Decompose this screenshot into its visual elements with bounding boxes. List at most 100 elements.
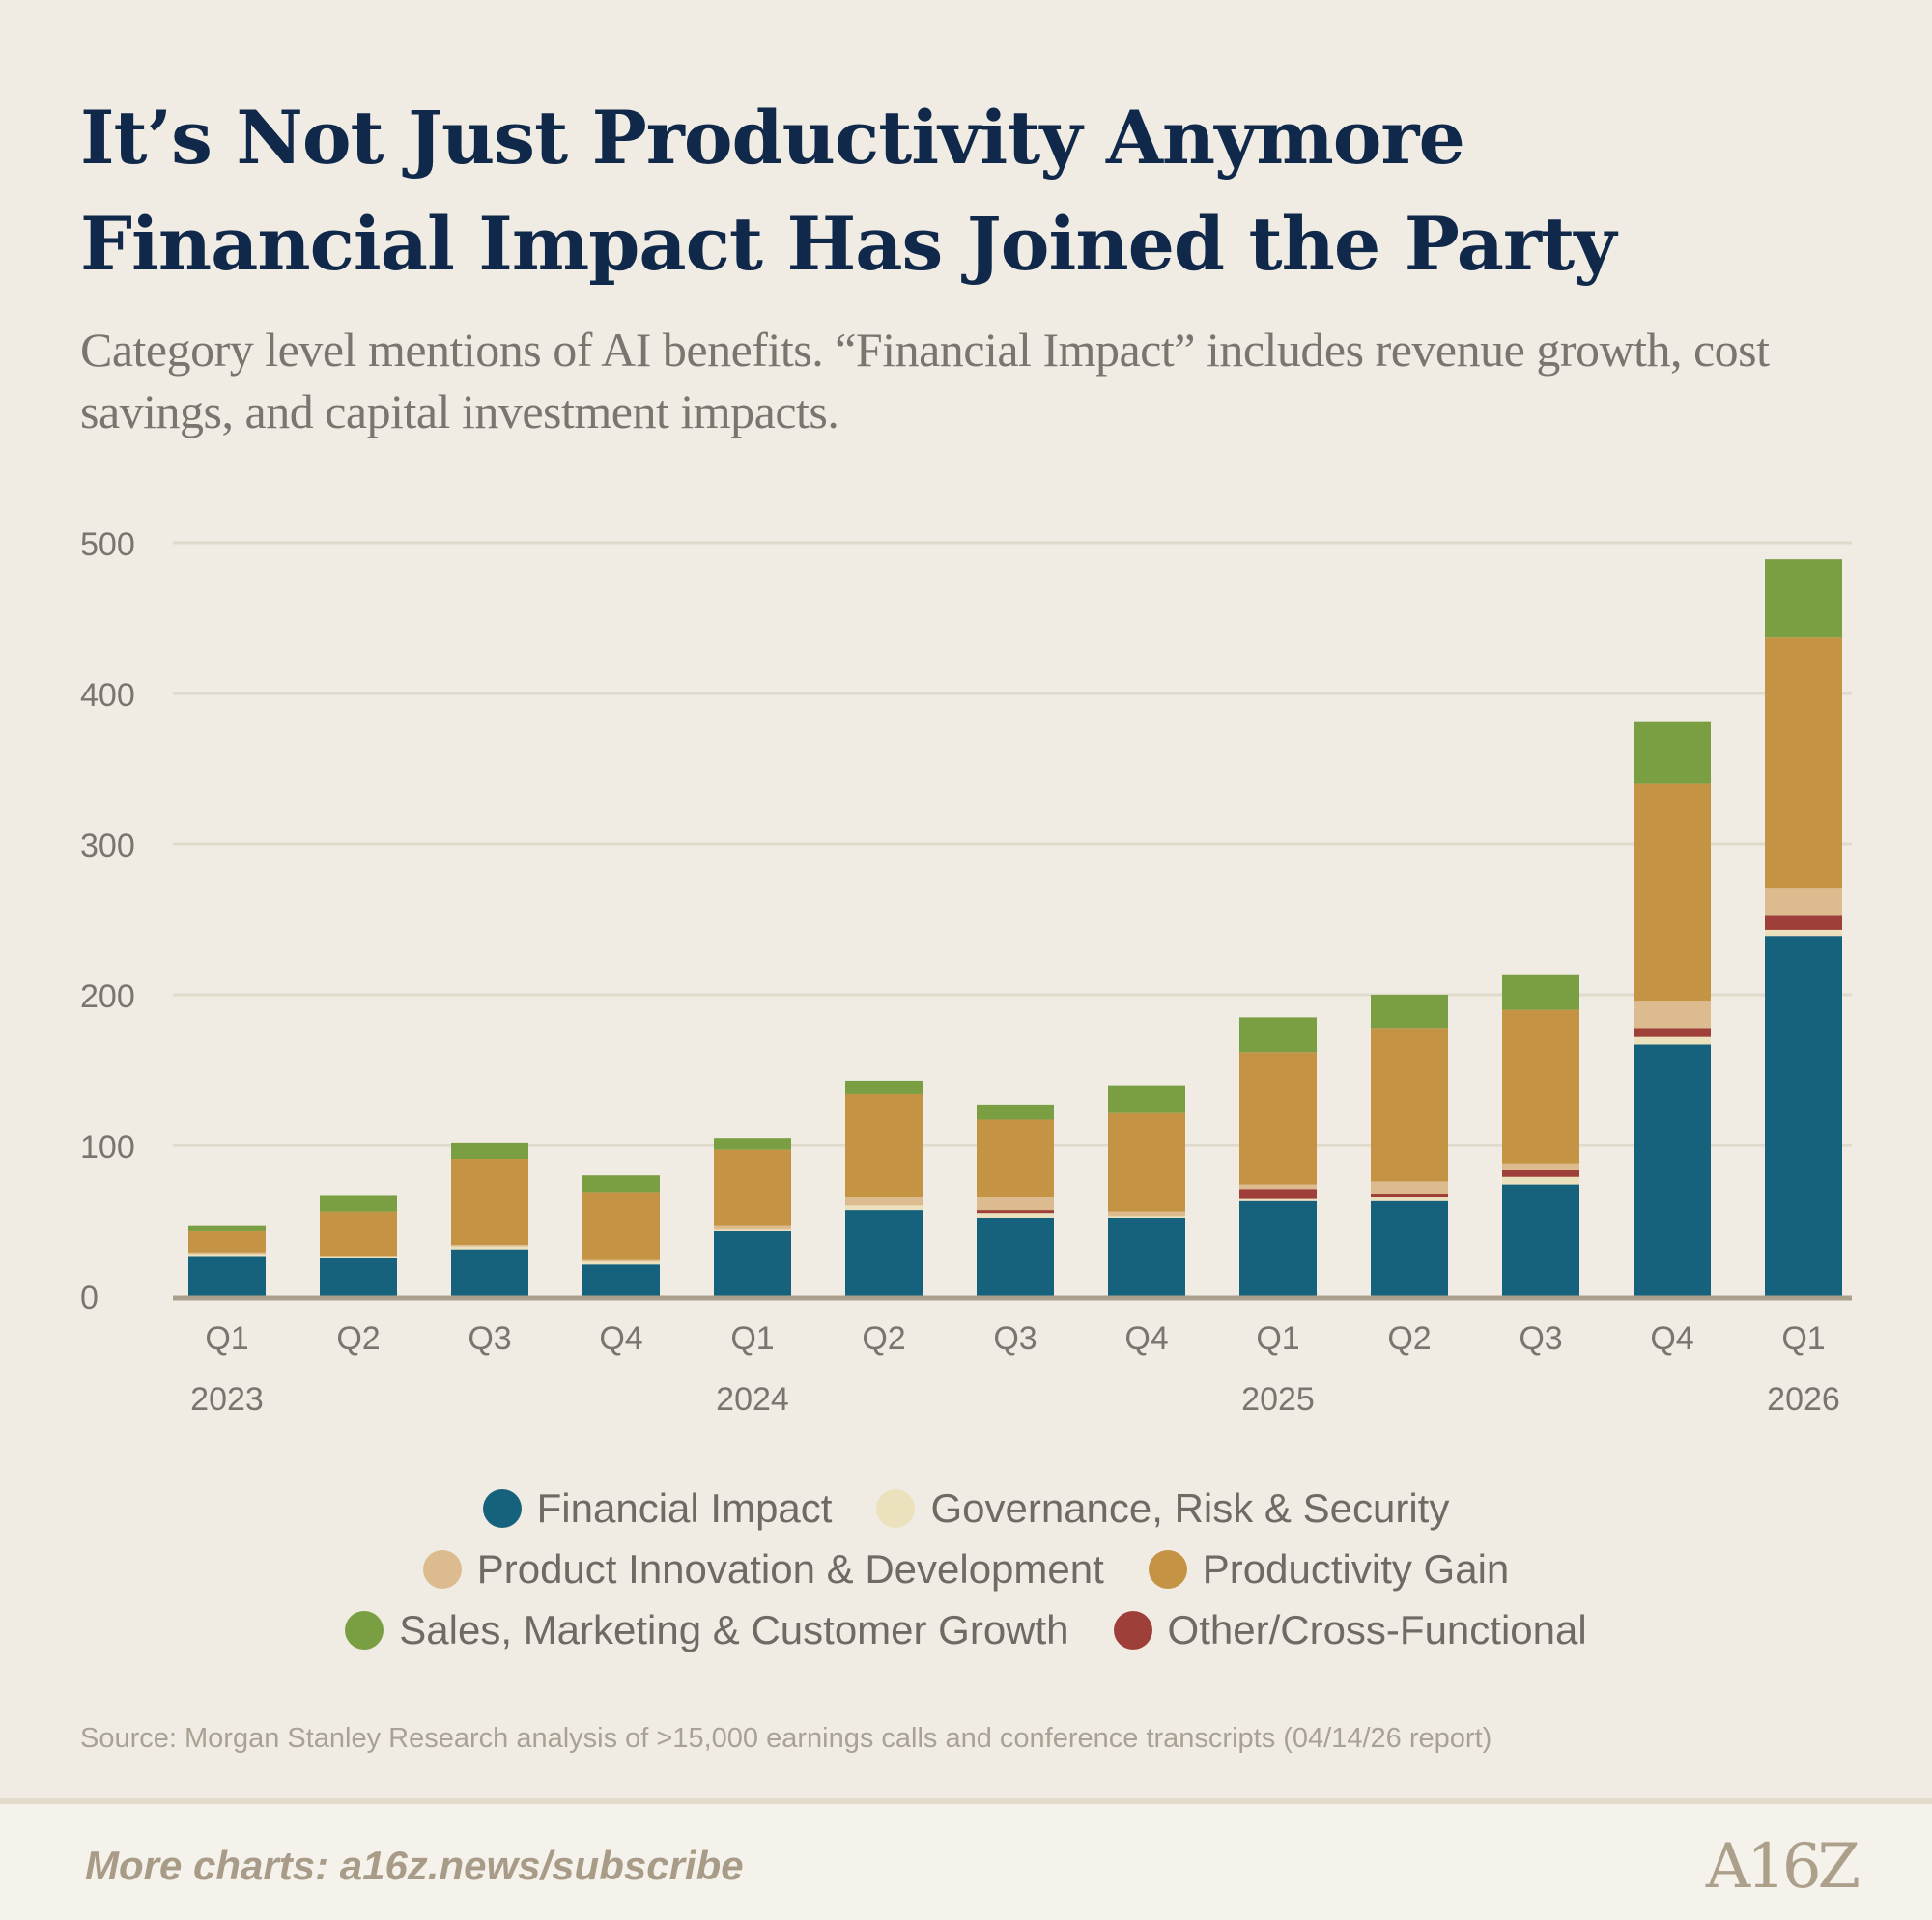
- bar-segment: [977, 1213, 1054, 1218]
- legend-row: Financial Impact Governance, Risk & Secu…: [0, 1478, 1932, 1539]
- legend-row: Product Innovation & Development Product…: [0, 1539, 1932, 1599]
- bar-segment: [1502, 1163, 1579, 1170]
- x-tick-label: Q4: [1650, 1320, 1693, 1357]
- bar-segment: [1371, 1028, 1448, 1182]
- bar-segment: [1765, 929, 1842, 937]
- x-tick-label: Q3: [468, 1320, 511, 1357]
- bar-segment: [1634, 721, 1711, 784]
- y-tick-label: 100: [80, 1129, 135, 1166]
- bar-segment: [845, 1205, 923, 1211]
- x-tick-label: Q4: [599, 1320, 642, 1357]
- footer: More charts: a16z.news/subscribe A16Z: [0, 1798, 1932, 1920]
- legend-swatch: [876, 1488, 916, 1528]
- subscribe-link[interactable]: More charts: a16z.news/subscribe: [85, 1843, 744, 1888]
- bar-segment: [1502, 974, 1579, 1010]
- bar-segment: [1502, 1169, 1579, 1177]
- y-tick-label: 0: [80, 1280, 99, 1316]
- chart-title: It’s Not Just Productivity Anymore Finan…: [80, 85, 1616, 297]
- bar-segment: [1239, 1200, 1317, 1296]
- x-tick-label: Q1: [1256, 1320, 1299, 1357]
- bar-segment: [1239, 1189, 1317, 1199]
- legend-item-other: Other/Cross-Functional: [1113, 1606, 1587, 1653]
- bar-segment: [1634, 1036, 1711, 1045]
- bar-segment: [1239, 1184, 1317, 1190]
- bar-segment: [1108, 1217, 1185, 1296]
- bar-segment: [714, 1229, 791, 1231]
- a16z-logo: A16Z: [1705, 1831, 1861, 1903]
- year-label: 2024: [716, 1381, 789, 1418]
- bar-segment: [714, 1225, 791, 1230]
- bar-segment: [845, 1093, 923, 1198]
- bar-segment: [1765, 936, 1842, 1296]
- x-tick-label: Q3: [1519, 1320, 1562, 1357]
- bar-segment: [1371, 1197, 1448, 1201]
- bar-segment: [188, 1254, 266, 1257]
- legend-label: Governance, Risk & Security: [930, 1484, 1450, 1531]
- bar-segment: [845, 1210, 923, 1296]
- y-tick-label: 500: [80, 526, 135, 563]
- bar-segment: [1239, 1198, 1317, 1201]
- x-tick-label: Q1: [730, 1320, 774, 1357]
- bar-segment: [1634, 783, 1711, 1002]
- bar-segment: [1502, 1184, 1579, 1296]
- legend-item-sales-marketing: Sales, Marketing & Customer Growth: [345, 1606, 1069, 1653]
- legend-swatch: [422, 1549, 462, 1589]
- legend: Financial Impact Governance, Risk & Secu…: [0, 1478, 1932, 1660]
- bar-segment: [1108, 1216, 1185, 1218]
- bar-segment: [977, 1197, 1054, 1211]
- source-note: Source: Morgan Stanley Research analysis…: [80, 1723, 1492, 1754]
- bar-segment: [1634, 1001, 1711, 1029]
- bar-segment: [1634, 1044, 1711, 1296]
- chart-subtitle: Category level mentions of AI benefits. …: [80, 323, 1770, 438]
- x-tick-label: Q2: [1387, 1320, 1431, 1357]
- legend-label: Other/Cross-Functional: [1167, 1606, 1587, 1652]
- bar-segment: [714, 1138, 791, 1150]
- legend-item-product-innovation: Product Innovation & Development: [422, 1546, 1104, 1593]
- year-label: 2025: [1241, 1381, 1315, 1418]
- x-tick-label: Q2: [862, 1320, 905, 1357]
- bar-segment: [1108, 1112, 1185, 1212]
- bar-segment: [320, 1211, 397, 1257]
- legend-label: Sales, Marketing & Customer Growth: [399, 1606, 1069, 1652]
- x-tick-label: Q4: [1124, 1320, 1168, 1357]
- bar-segment: [320, 1195, 397, 1212]
- legend-item-financial-impact: Financial Impact: [482, 1484, 833, 1532]
- bar-segment: [188, 1225, 266, 1231]
- bar-segment: [1765, 915, 1842, 930]
- x-tick-label: Q2: [336, 1320, 380, 1357]
- bar-segment: [320, 1258, 397, 1296]
- year-label: 2023: [190, 1381, 264, 1418]
- x-tick-label: Q3: [993, 1320, 1037, 1357]
- bar-segment: [451, 1246, 528, 1250]
- bar-segment: [1108, 1085, 1185, 1113]
- bar-segment: [1371, 1193, 1448, 1198]
- legend-label: Financial Impact: [536, 1484, 833, 1531]
- bar-segment: [1765, 888, 1842, 916]
- legend-label: Productivity Gain: [1202, 1545, 1510, 1592]
- bar-segment: [188, 1230, 266, 1253]
- legend-swatch: [482, 1488, 522, 1528]
- bar-segment: [1502, 1176, 1579, 1185]
- bar-segment: [188, 1252, 266, 1255]
- bar-segment: [1239, 1052, 1317, 1185]
- bar-segment: [977, 1210, 1054, 1214]
- stacked-bar-chart: 0 100 200 300 400 500 Q1 Q2 Q3 Q4 Q1 Q2 Q3 Q4 Q1 Q2 Q3 Q4…: [80, 526, 1852, 1418]
- bar-segment: [582, 1264, 660, 1296]
- bar-segment: [582, 1259, 660, 1262]
- legend-swatch: [1113, 1610, 1152, 1650]
- legend-row: Sales, Marketing & Customer Growth Other…: [0, 1599, 1932, 1660]
- bar-segment: [451, 1249, 528, 1296]
- bar-segment: [1108, 1211, 1185, 1217]
- y-tick-label: 300: [80, 828, 135, 864]
- y-tick-label: 200: [80, 978, 135, 1015]
- bar-segment: [582, 1192, 660, 1260]
- bar-segment: [845, 1197, 923, 1206]
- year-label: 2026: [1767, 1381, 1840, 1418]
- legend-item-governance: Governance, Risk & Security: [876, 1485, 1449, 1532]
- bar-segment: [451, 1142, 528, 1160]
- bar-segment: [977, 1217, 1054, 1296]
- legend-item-productivity-gain: Productivity Gain: [1148, 1545, 1510, 1593]
- bar-segment: [977, 1119, 1054, 1198]
- bar-segment: [1371, 1200, 1448, 1296]
- bar-segment: [582, 1261, 660, 1265]
